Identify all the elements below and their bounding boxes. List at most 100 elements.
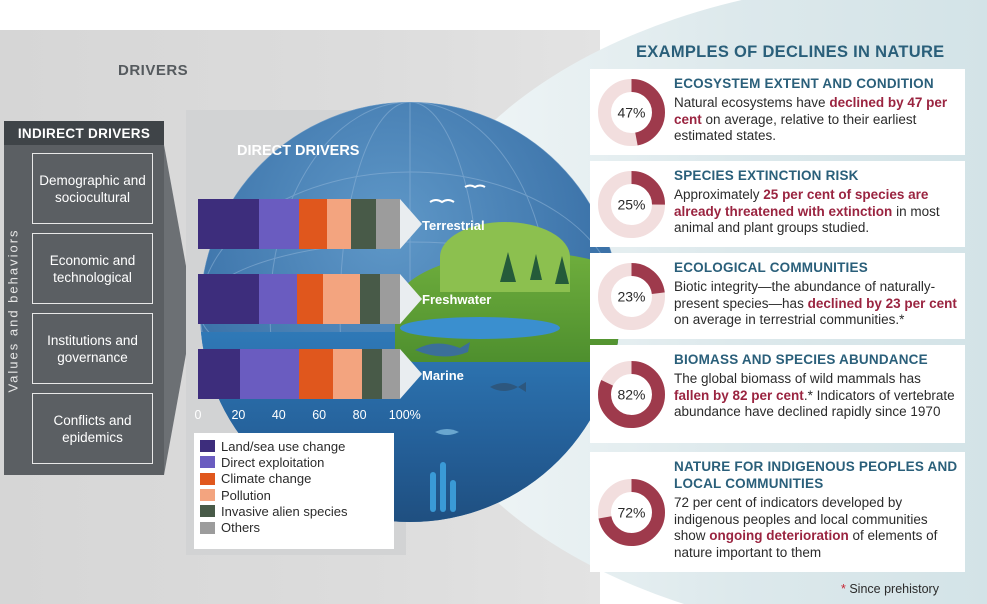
indirect-drivers-panel xyxy=(4,145,164,475)
drivers-title: DRIVERS xyxy=(118,62,189,79)
example-highlight: declined by 23 per cent xyxy=(807,295,957,311)
marine-life-illustration xyxy=(415,184,569,512)
footnote: * Since prehistory xyxy=(841,582,939,596)
example-card-communities: 23% ECOLOGICAL COMMUNITIES Biotic integrit… xyxy=(590,253,965,339)
legend-swatch xyxy=(200,505,215,518)
bar-segment-terrestrial-2 xyxy=(298,199,328,249)
bar-segment-terrestrial-4 xyxy=(351,199,376,249)
bar-segment-terrestrial-0 xyxy=(198,199,259,249)
indirect-driver-demographic: Demographic and sociocultural xyxy=(32,153,153,224)
bar-segment-freshwater-3 xyxy=(323,274,360,324)
realm-label-freshwater: Freshwater xyxy=(422,292,492,307)
percent-ring-fill xyxy=(598,79,665,146)
percent-ring: 72% xyxy=(598,479,665,546)
example-heading: ECOSYSTEM EXTENT AND CONDITION xyxy=(674,76,934,91)
example-body: Approximately 25 per cent of species are… xyxy=(674,187,940,236)
indirect-driver-economic: Economic and technological xyxy=(32,233,153,304)
legend-item: Others xyxy=(200,519,394,535)
bar-marine xyxy=(198,349,400,399)
x-tick-label: 100% xyxy=(388,408,421,422)
percent-ring: 23% xyxy=(598,263,665,330)
legend-label: Direct exploitation xyxy=(221,454,325,470)
x-tick-label: 40 xyxy=(271,408,286,422)
bar-segment-marine-2 xyxy=(298,349,334,399)
bar-segment-terrestrial-5 xyxy=(375,199,400,249)
legend-swatch xyxy=(200,489,215,502)
legend-label: Land/sea use change xyxy=(221,438,346,454)
legend-item: Climate change xyxy=(200,471,394,487)
values-behaviors-label: Values and behaviors xyxy=(0,145,26,475)
example-heading: ECOLOGICAL COMMUNITIES xyxy=(674,260,868,275)
example-highlight: declined by 47 per cent xyxy=(674,95,948,127)
legend-swatch xyxy=(200,440,215,453)
realm-label-marine: Marine xyxy=(422,368,464,383)
percent-label: 47% xyxy=(617,105,645,121)
indirect-driver-institutions: Institutions and governance xyxy=(32,313,153,384)
bar-segment-marine-0 xyxy=(198,349,241,399)
percent-label: 72% xyxy=(617,505,645,521)
example-highlight: ongoing deterioration xyxy=(709,528,849,544)
bar-segment-freshwater-4 xyxy=(359,274,380,324)
example-body: The global biomass of wild mammals has f… xyxy=(674,371,955,420)
legend-item: Pollution xyxy=(200,487,394,503)
percent-ring-fill xyxy=(598,479,665,546)
legend-label: Pollution xyxy=(221,487,271,503)
percent-ring: 47% xyxy=(598,79,665,146)
percent-label: 23% xyxy=(617,289,645,305)
bar-segment-marine-4 xyxy=(361,349,382,399)
legend-item: Land/sea use change xyxy=(200,438,394,454)
bar-segment-freshwater-0 xyxy=(198,274,259,324)
bar-segment-marine-1 xyxy=(240,349,299,399)
example-card-extinction: 25% SPECIES EXTINCTION RISK Approximately … xyxy=(590,161,965,247)
x-tick-label: 20 xyxy=(231,408,246,422)
percent-ring-fill xyxy=(598,263,665,330)
direct-drivers-heading: DIRECT DRIVERS xyxy=(237,143,360,159)
example-highlight: 25 per cent of species are already threa… xyxy=(674,187,929,219)
bar-freshwater xyxy=(198,274,400,324)
bar-segment-terrestrial-3 xyxy=(327,199,352,249)
example-body: Biotic integrity—the abundance of natura… xyxy=(674,279,957,328)
chart-legend: Land/sea use change Direct exploitation Cl… xyxy=(194,433,394,549)
example-body: Natural ecosystems have declined by 47 p… xyxy=(674,95,948,144)
percent-ring-fill xyxy=(598,171,665,238)
example-card-indigenous: 72% NATURE FOR INDIGENOUS PEOPLES AND LOC… xyxy=(590,452,965,572)
legend-item: Direct exploitation xyxy=(200,454,394,470)
realm-label-terrestrial: Terrestrial xyxy=(422,218,485,233)
example-heading: NATURE FOR INDIGENOUS PEOPLES AND LOCAL … xyxy=(674,459,958,491)
example-card-ecosystem: 47% ECOSYSTEM EXTENT AND CONDITION Natural… xyxy=(590,69,965,155)
x-axis-tick-labels: 0 20 40 60 80 100% xyxy=(190,408,421,426)
examples-title: EXAMPLES OF DECLINES IN NATURE xyxy=(636,43,945,61)
percent-label: 25% xyxy=(617,197,645,213)
indirect-drivers-heading: INDIRECT DRIVERS xyxy=(4,121,164,145)
legend-swatch xyxy=(200,456,215,469)
percent-label: 82% xyxy=(617,387,645,403)
example-highlight: fallen by 82 per cent xyxy=(674,387,804,403)
legend-label: Invasive alien species xyxy=(221,503,348,519)
bar-segment-marine-3 xyxy=(333,349,362,399)
legend-item: Invasive alien species xyxy=(200,503,394,519)
example-heading: BIOMASS AND SPECIES ABUNDANCE xyxy=(674,352,928,367)
footnote-text: Since prehistory xyxy=(845,582,939,596)
values-behaviors-text: Values and behaviors xyxy=(5,227,21,393)
example-body: 72 per cent of indicators developed by i… xyxy=(674,495,938,560)
percent-ring: 82% xyxy=(598,361,665,428)
bar-segment-terrestrial-1 xyxy=(258,199,299,249)
bar-terrestrial xyxy=(198,199,400,249)
legend-swatch xyxy=(200,521,215,534)
percent-ring-fill xyxy=(598,361,665,428)
percent-ring: 25% xyxy=(598,171,665,238)
x-tick-label: 80 xyxy=(352,408,367,422)
legend-label: Climate change xyxy=(221,471,312,487)
x-tick-label: 0 xyxy=(194,408,202,422)
bar-segment-freshwater-2 xyxy=(296,274,324,324)
indirect-driver-conflicts: Conflicts and epidemics xyxy=(32,393,153,464)
x-tick-label: 60 xyxy=(312,408,327,422)
bar-segment-freshwater-5 xyxy=(379,274,400,324)
bar-segment-marine-5 xyxy=(381,349,400,399)
bar-segment-freshwater-1 xyxy=(258,274,297,324)
example-card-biomass: 82% BIOMASS AND SPECIES ABUNDANCE The glob… xyxy=(590,345,965,443)
river-illustration xyxy=(400,317,560,339)
example-heading: SPECIES EXTINCTION RISK xyxy=(674,168,859,183)
footnote-star: * xyxy=(841,582,846,596)
legend-label: Others xyxy=(221,520,261,536)
